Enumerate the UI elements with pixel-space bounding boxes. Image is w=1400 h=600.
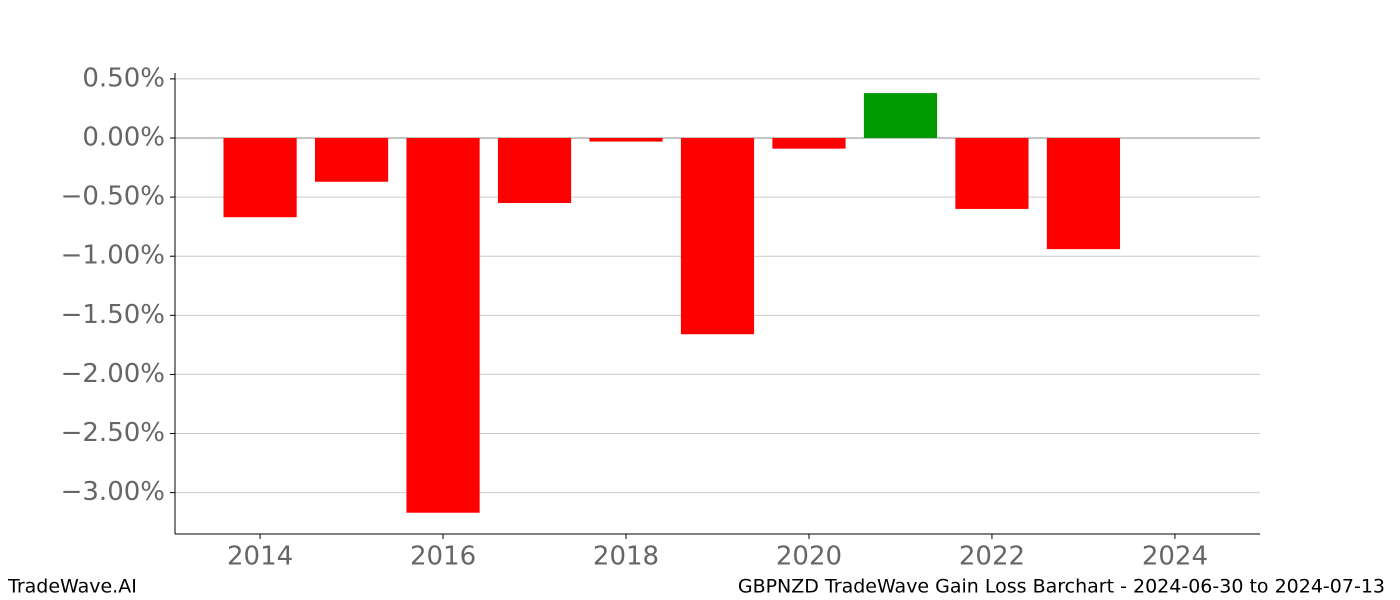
y-tick-label: −0.50% [61, 182, 165, 212]
y-tick-label: −2.50% [61, 418, 165, 448]
x-tick-label: 2016 [410, 542, 476, 572]
x-tick-label: 2014 [227, 542, 293, 572]
y-tick-label: −1.00% [61, 241, 165, 271]
bar [1046, 138, 1121, 250]
bar [406, 138, 480, 513]
bar [589, 138, 663, 142]
y-tick-label: 0.50% [82, 63, 165, 93]
bar [314, 138, 389, 182]
bar [497, 138, 572, 204]
y-tick-label: −1.50% [61, 300, 165, 330]
y-tick-label: −3.00% [61, 477, 165, 507]
x-tick-label: 2024 [1142, 542, 1208, 572]
bar [955, 138, 1029, 209]
chart-title: GBPNZD TradeWave Gain Loss Barchart - 20… [738, 576, 1385, 598]
x-tick-label: 2020 [776, 542, 842, 572]
y-tick-label: 0.00% [82, 123, 165, 153]
x-tick-label: 2018 [593, 542, 659, 572]
bar [680, 138, 755, 335]
brand: TradeWave.AI [7, 576, 137, 598]
x-tick-label: 2022 [959, 542, 1025, 572]
bar [772, 138, 846, 149]
bar [863, 93, 938, 139]
y-tick-label: −2.00% [61, 359, 165, 389]
bar [223, 138, 297, 218]
